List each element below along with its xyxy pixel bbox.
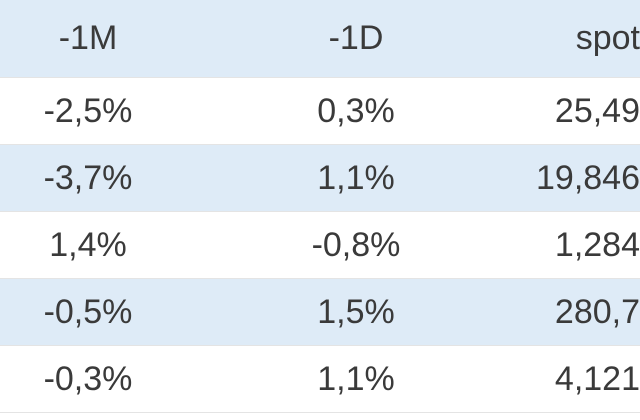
table-cell: 4,121	[554, 359, 640, 398]
table-cell: 19,846	[536, 158, 640, 197]
header-row: -1M -1D spot	[0, 0, 640, 78]
table-cell: 1,4%	[49, 225, 127, 264]
table-cell: -1M	[58, 19, 118, 57]
table-cell: -0,3%	[43, 359, 133, 398]
table-cell: 0,3%	[317, 91, 395, 130]
table-cell: spot	[575, 19, 640, 57]
table-cell: -0,8%	[311, 225, 401, 264]
table-row: -2,5% 0,3% 25,49	[0, 78, 640, 145]
table-cell: 1,5%	[317, 292, 395, 331]
table-row: 1,4% -0,8% 1,284	[0, 212, 640, 279]
table-cell: 1,1%	[317, 158, 395, 197]
table-cell: -0,5%	[43, 292, 133, 331]
table-row: -0,5% 1,5% 280,7	[0, 279, 640, 346]
table-cell: -2,5%	[43, 91, 133, 130]
table-row: -3,7% 1,1% 19,846	[0, 145, 640, 212]
table-cell: 1,1%	[317, 359, 395, 398]
table-cell: -3,7%	[43, 158, 133, 197]
table-cell: -1D	[328, 19, 384, 57]
table-cell: 1,284	[554, 225, 640, 264]
table-row: -0,3% 1,1% 4,121	[0, 346, 640, 413]
table-cell: 280,7	[554, 292, 640, 331]
table-cell: 25,49	[554, 91, 640, 130]
